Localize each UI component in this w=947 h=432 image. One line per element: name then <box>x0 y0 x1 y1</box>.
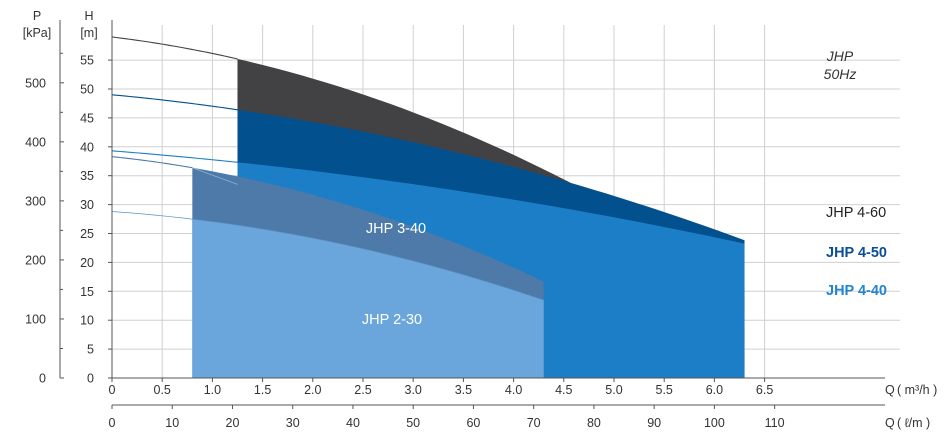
series-label-jhp-4-40: JHP 4-40 <box>826 283 887 299</box>
y-pressure-tick-label: 200 <box>25 253 46 267</box>
x-secondary-tick-label: 60 <box>466 416 480 430</box>
x-secondary-tick-label: 90 <box>647 416 661 430</box>
x-secondary-axis-unit: ( ℓ/m ) <box>897 416 930 430</box>
curve-jhp-4-50 <box>111 94 238 111</box>
y-head-tick-label: 15 <box>80 285 94 299</box>
x-primary-tick-label: 3.5 <box>455 383 472 397</box>
x-primary-axis-unit: ( m³/h ) <box>897 383 937 397</box>
series-label-jhp-2-30: JHP 2-30 <box>362 312 422 328</box>
x-secondary-tick-label: 100 <box>704 416 725 430</box>
curve-jhp-4-60 <box>111 36 238 60</box>
y-head-tick-label: 55 <box>80 54 94 68</box>
curve-jhp-3-40 <box>111 156 193 169</box>
y-pressure-axis-unit: [kPa] <box>23 26 52 40</box>
x-secondary-axis-label: Q <box>885 416 895 430</box>
x-secondary-tick-label: 10 <box>165 416 179 430</box>
area-jhp-2-30 <box>192 219 544 378</box>
chart-title: JHP <box>826 48 854 64</box>
series-labels: JHP 4-60 JHP 4-50 JHP 4-40 JHP 3-40 JHP 2-30 <box>362 205 887 328</box>
series-curves <box>111 36 544 301</box>
x-primary-tick-label: 1.5 <box>254 383 271 397</box>
x-secondary-tick-label: 50 <box>406 416 420 430</box>
x-secondary-tick-label: 110 <box>765 416 785 430</box>
x-primary-tick-label: 2.0 <box>304 383 321 397</box>
y-pressure-tick-label: 300 <box>25 194 46 208</box>
series-label-jhp-4-60: JHP 4-60 <box>826 205 886 221</box>
y-head-axis-label: H <box>84 9 93 23</box>
y-pressure-tick-label: 0 <box>39 372 46 386</box>
series-label-jhp-4-50: JHP 4-50 <box>826 245 887 261</box>
x-primary-tick-label: 1.0 <box>204 383 221 397</box>
x-secondary-tick-label: 70 <box>527 416 541 430</box>
curve-jhp-4-40 <box>111 150 238 163</box>
chart-subtitle: 50Hz <box>824 66 857 82</box>
x-primary-tick-label: 0 <box>109 383 116 397</box>
x-secondary-tick-label: 30 <box>286 416 300 430</box>
x-primary-tick-label: 4.5 <box>555 383 572 397</box>
y-pressure-axis-label: P <box>33 9 41 23</box>
x-secondary-tick-label: 80 <box>587 416 601 430</box>
x-secondary-tick-label: 20 <box>226 416 240 430</box>
x-primary-tick-label: 5.5 <box>656 383 673 397</box>
y-head-tick-label: 50 <box>80 83 94 97</box>
x-primary-tick-label: 5.0 <box>605 383 622 397</box>
y-head-tick-label: 25 <box>80 227 94 241</box>
y-head-tick-label: 45 <box>80 111 94 125</box>
y-head-tick-label: 20 <box>80 256 94 270</box>
x-secondary-tick-label: 40 <box>346 416 360 430</box>
x-primary-axis-label: Q <box>885 383 895 397</box>
y-pressure-tick-label: 100 <box>25 312 46 326</box>
x-primary-tick-label: 2.5 <box>354 383 371 397</box>
y-head-axis-unit: [m] <box>80 26 97 40</box>
y-head-tick-label: 0 <box>87 372 94 386</box>
x-primary-tick-label: 0.5 <box>154 383 171 397</box>
x-primary-tick-label: 6.5 <box>756 383 773 397</box>
series-areas <box>192 58 745 379</box>
curve-jhp-2-30 <box>111 211 544 301</box>
y-pressure-tick-label: 500 <box>25 76 46 90</box>
x-primary-tick-label: 4.0 <box>505 383 522 397</box>
curve-continuation <box>192 167 238 185</box>
series-label-jhp-3-40: JHP 3-40 <box>366 221 426 237</box>
y-head-tick-label: 10 <box>80 314 94 328</box>
y-pressure-tick-label: 400 <box>25 135 46 149</box>
y-head-tick-label: 5 <box>87 343 94 357</box>
x-primary-tick-label: 3.0 <box>405 383 422 397</box>
y-head-tick-label: 30 <box>80 198 94 212</box>
x-primary-tick-label: 6.0 <box>706 383 723 397</box>
y-head-tick-label: 40 <box>80 140 94 154</box>
y-head-tick-label: 35 <box>80 169 94 183</box>
x-secondary-tick-label: 0 <box>109 416 116 430</box>
